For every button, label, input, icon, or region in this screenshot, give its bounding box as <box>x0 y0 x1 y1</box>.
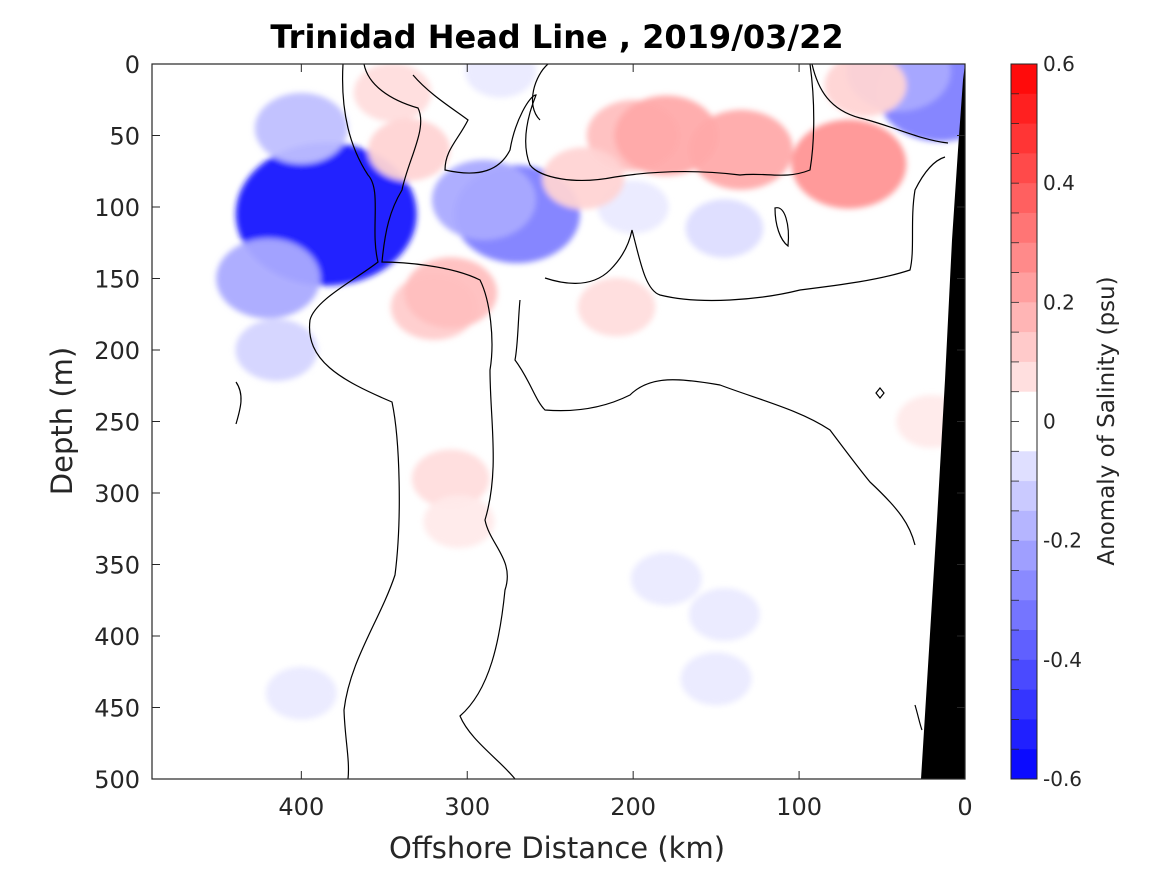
colorbar-segment <box>1011 630 1037 661</box>
x-axis: 400 300 200 100 0 <box>278 64 973 821</box>
y-tick-label: 300 <box>94 480 140 508</box>
y-axis: 0 50 100 150 200 250 300 350 400 450 500 <box>94 51 965 794</box>
zero-contour-small-loop <box>774 207 790 248</box>
colorbar-segment <box>1011 242 1037 274</box>
y-axis-label: Depth (m) <box>45 347 79 495</box>
zero-contour-inner <box>544 156 946 302</box>
anomaly-patch <box>235 319 318 381</box>
zero-contour-dot <box>875 387 885 399</box>
anomaly-patch <box>689 109 794 190</box>
y-tick-label: 200 <box>94 337 140 365</box>
anomaly-patch <box>577 277 656 337</box>
y-tick-label: 400 <box>94 623 140 651</box>
colorbar-segment <box>1011 481 1037 512</box>
x-tick-label: 100 <box>776 793 822 821</box>
zero-contour-deep <box>514 299 916 546</box>
anomaly-patch <box>680 652 752 706</box>
zero-contour-west <box>308 64 400 779</box>
y-tick-label: 50 <box>109 123 140 151</box>
colorbar-segment <box>1011 689 1037 720</box>
zero-contour-left-edge <box>235 381 242 425</box>
y-tick-label: 250 <box>94 409 140 437</box>
colorbar-segment <box>1011 719 1037 750</box>
anomaly-patch <box>254 92 348 164</box>
anomaly-field <box>216 64 965 720</box>
zero-contour-bottom-right <box>914 704 923 731</box>
colorbar-segment <box>1011 212 1037 244</box>
colorbar-segment <box>1011 570 1037 601</box>
anomaly-patch <box>431 159 536 240</box>
anomaly-patch <box>368 118 451 181</box>
colorbar-segment <box>1011 421 1037 452</box>
colorbar-segment <box>1011 510 1037 542</box>
colorbar-segment <box>1011 540 1037 571</box>
anomaly-patch <box>404 257 498 329</box>
colorbar-segment <box>1011 749 1037 780</box>
colorbar-segment <box>1011 272 1037 303</box>
y-tick-label: 0 <box>125 51 140 79</box>
colorbar-segment <box>1011 183 1037 214</box>
anomaly-patch <box>542 147 625 210</box>
anomaly-patch <box>464 64 536 98</box>
colorbar-segment <box>1011 659 1037 691</box>
colorbar-segment <box>1011 600 1037 631</box>
anomaly-patch <box>824 64 907 117</box>
anomaly-patch <box>630 552 702 606</box>
colorbar-segment <box>1011 302 1037 333</box>
colorbar-segment <box>1011 391 1037 422</box>
y-tick-label: 150 <box>94 266 140 294</box>
colorbar-tick-label: -0.2 <box>1043 529 1082 553</box>
colorbar-segment <box>1011 153 1037 184</box>
colorbar-tick-label: -0.4 <box>1043 648 1082 672</box>
colorbar-frame <box>1010 63 1038 780</box>
x-tick-label: 300 <box>444 793 490 821</box>
x-tick-label: 200 <box>610 793 656 821</box>
zero-contour-east-top <box>531 64 949 144</box>
anomaly-patch <box>688 588 760 642</box>
bathymetry <box>921 64 965 779</box>
y-tick-label: 350 <box>94 552 140 580</box>
colorbar: 0.6 0.4 0.2 0 -0.2 -0.4 -0.6 <box>1010 52 1082 791</box>
colorbar-segment <box>1011 332 1037 363</box>
colorbar-segment <box>1011 451 1037 482</box>
y-tick-label: 450 <box>94 695 140 723</box>
colorbar-label: Anomaly of Salinity (psu) <box>1094 276 1120 565</box>
colorbar-tick-label: 0.4 <box>1043 171 1075 195</box>
colorbar-segment <box>1011 361 1037 393</box>
x-axis-label: Offshore Distance (km) <box>389 831 725 865</box>
colorbar-tick-label: 0.6 <box>1043 52 1075 76</box>
colorbar-tick-label: 0 <box>1043 410 1056 434</box>
y-tick-label: 500 <box>94 766 140 794</box>
colorbar-segment <box>1011 123 1037 154</box>
anomaly-patch <box>791 119 907 209</box>
anomaly-patch <box>685 199 764 258</box>
anomaly-patch <box>265 666 337 720</box>
zero-contour-mid <box>412 64 815 181</box>
colorbar-tick-label: 0.2 <box>1043 290 1075 314</box>
zero-contours <box>235 64 949 779</box>
x-tick-label: 400 <box>278 793 324 821</box>
x-tick-label: 0 <box>957 793 972 821</box>
y-tick-label: 100 <box>94 194 140 222</box>
colorbar-segment <box>1011 64 1037 95</box>
colorbar-segment <box>1011 93 1037 125</box>
colorbar-tick-label: -0.6 <box>1043 767 1082 791</box>
chart-title: Trinidad Head Line , 2019/03/22 <box>270 18 843 56</box>
zero-contour-central <box>363 64 516 779</box>
anomaly-patch <box>423 495 495 549</box>
anomaly-patch <box>353 64 432 122</box>
anomaly-patch <box>216 238 321 319</box>
anomaly-patch <box>411 449 490 508</box>
